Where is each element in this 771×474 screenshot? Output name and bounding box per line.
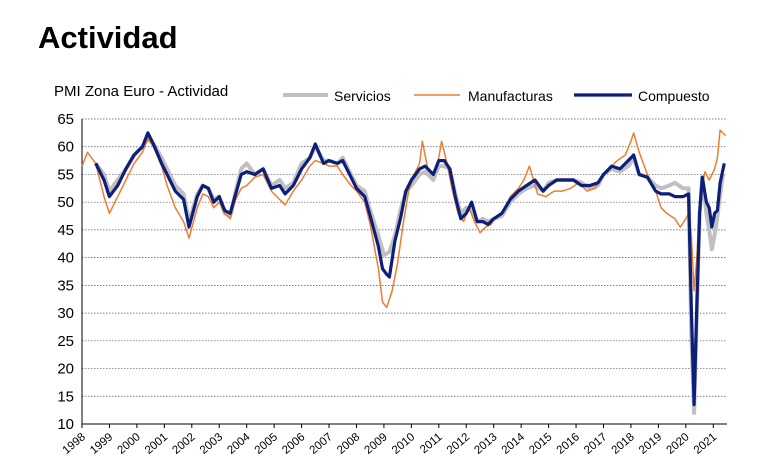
x-tick-label: 2014	[500, 431, 528, 457]
y-tick-label: 35	[57, 277, 74, 294]
x-tick-label: 2013	[472, 431, 499, 457]
y-tick-label: 45	[57, 222, 74, 239]
legend-label-manufacturas: Manufacturas	[468, 88, 553, 104]
x-tick-label: 2012	[445, 431, 472, 457]
y-tick-label: 25	[57, 333, 74, 350]
chart-series	[81, 129, 727, 415]
x-tick-label: 2000	[116, 431, 143, 457]
series-line-manufacturas	[81, 129, 727, 309]
x-tick-label: 2006	[280, 431, 307, 457]
x-tick-label: 2018	[610, 431, 637, 457]
chart-legend: Servicios Manufacturas Compuesto	[283, 88, 710, 104]
x-tick-label: 2004	[225, 431, 253, 457]
x-axis: 1998 1999 2000 2001 2002 2003 2004 2005 2006 2007…	[61, 424, 719, 457]
y-tick-label: 40	[57, 250, 74, 267]
y-tick-label: 55	[57, 166, 74, 183]
x-tick-label: 2008	[335, 431, 362, 457]
x-tick-label: 2007	[308, 431, 335, 457]
chart-gridlines	[82, 118, 727, 425]
x-tick-label: 2001	[143, 431, 170, 457]
legend-label-servicios: Servicios	[334, 88, 391, 104]
x-tick-label: 2021	[692, 431, 719, 457]
y-tick-label: 50	[57, 194, 74, 211]
y-axis: 65 60 55 50 45 40 35 30 25 20 15 10	[57, 111, 83, 433]
x-tick-label: 2003	[198, 431, 225, 457]
series-line-compuesto	[94, 131, 726, 407]
x-tick-label: 2009	[363, 431, 390, 457]
y-tick-label: 30	[57, 305, 74, 322]
x-tick-label: 2020	[664, 431, 691, 457]
x-tick-label: 2015	[527, 431, 554, 457]
y-tick-label: 10	[57, 416, 74, 433]
page-title: Actividad	[38, 20, 178, 55]
x-tick-label: 1999	[88, 431, 115, 457]
x-tick-label: 2005	[253, 431, 280, 457]
y-tick-label: 20	[57, 361, 74, 378]
x-tick-label: 2017	[582, 431, 609, 457]
y-tick-label: 65	[57, 111, 74, 128]
legend-label-compuesto: Compuesto	[638, 88, 710, 104]
x-tick-label: 2011	[418, 431, 445, 456]
series-line-servicios	[94, 136, 725, 415]
chart-title: PMI Zona Euro - Actividad	[54, 83, 228, 100]
x-tick-label: 2016	[555, 431, 582, 457]
x-tick-label: 2019	[637, 431, 664, 457]
y-tick-label: 60	[57, 139, 74, 156]
x-tick-label: 2002	[170, 431, 197, 457]
x-tick-label: 1998	[61, 431, 88, 457]
x-tick-label: 2010	[390, 431, 417, 457]
y-tick-label: 15	[57, 388, 74, 405]
